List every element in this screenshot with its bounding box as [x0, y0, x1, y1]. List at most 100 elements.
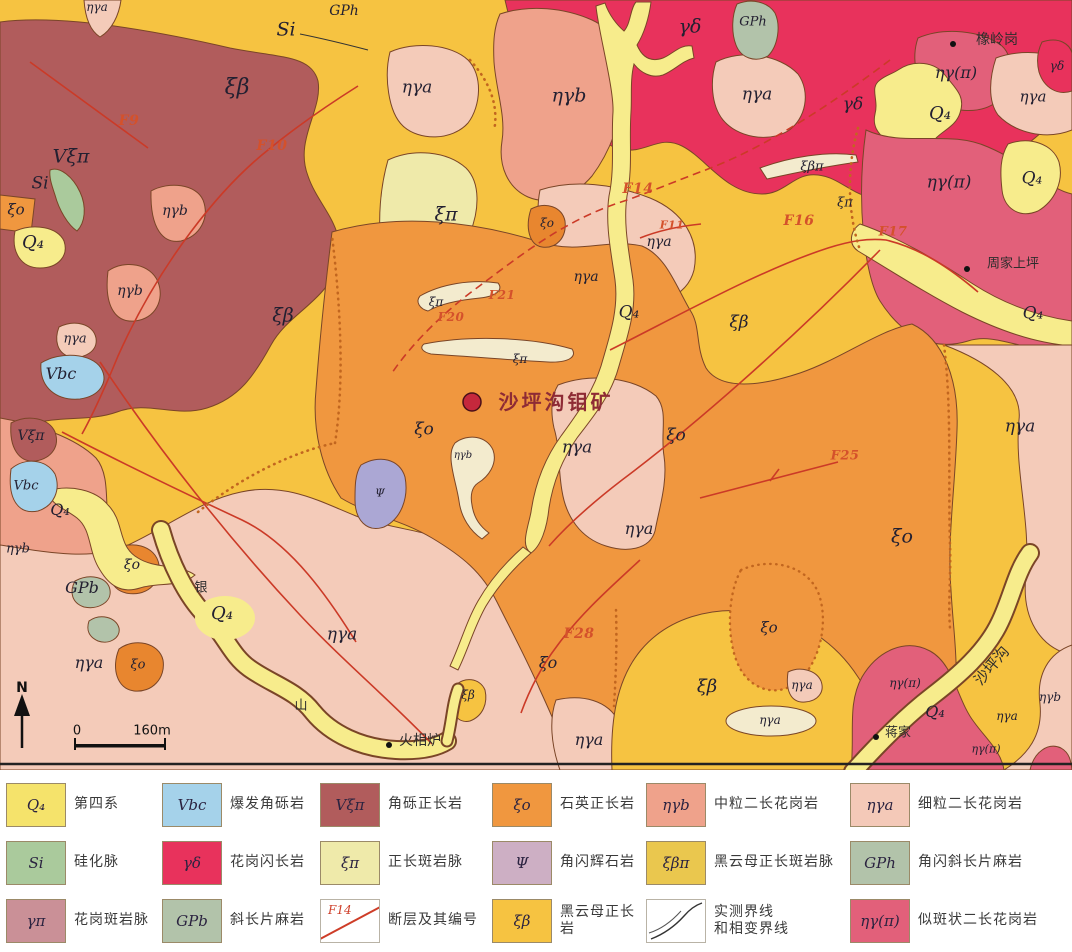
rock-code-label: ηγ(π) — [934, 63, 978, 82]
place-label: 银 — [194, 580, 208, 596]
legend-label: 断层及其编号 — [388, 912, 478, 929]
rock-code-label: ξπ — [434, 203, 458, 226]
rock-code-label: ηγa — [996, 709, 1018, 723]
legend-item: Ψ 角闪辉石岩 — [492, 836, 640, 890]
fault-label: F10 — [256, 138, 288, 154]
legend-item: ξπ 正长斑岩脉 — [320, 836, 486, 890]
rock-code-label: Q₄ — [22, 232, 44, 253]
legend-label: 黑云母正长斑岩脉 — [714, 854, 834, 871]
legend-item: Vbc 爆发角砾岩 — [162, 778, 314, 832]
legend-color-swatch: ηγa — [850, 783, 910, 827]
fault-label: F20 — [437, 310, 465, 324]
rock-code-label: ηγb — [551, 84, 587, 107]
rock-code-label: ηγa — [63, 331, 87, 347]
place-label: 山 — [294, 698, 308, 714]
deposit-marker — [462, 392, 482, 412]
rock-code-label: ηγb — [6, 541, 30, 557]
rock-code-label: ηγ(π) — [889, 676, 921, 690]
rock-code-label: γδ — [842, 94, 864, 115]
rock-code-label: Q₄ — [929, 103, 951, 124]
fault-label: F28 — [563, 626, 595, 642]
fault-label: F17 — [878, 224, 908, 240]
legend-color-swatch: ξβπ — [646, 841, 706, 885]
rock-code-label: ξo — [666, 425, 686, 446]
scale-bar — [74, 738, 166, 750]
rock-code-label: ξβ — [696, 676, 718, 697]
rock-code-label: GPh — [739, 14, 767, 30]
rock-code-label: ξo — [538, 653, 558, 672]
rock-code-label: ξβ — [461, 688, 475, 702]
rock-code-label: ξo — [7, 200, 25, 219]
rock-code-label: ηγa — [573, 269, 599, 285]
rock-code-label: ξβ — [729, 312, 749, 333]
legend-item: Vξπ 角砾正长岩 — [320, 778, 486, 832]
rock-code-label: Vξπ — [52, 145, 90, 168]
rock-code-label: ξo — [540, 216, 554, 230]
rock-code-label: ηγ(π) — [926, 172, 972, 193]
legend-color-swatch: ξπ — [320, 841, 380, 885]
scale-start-label: 0 — [72, 723, 82, 739]
boundary-symbol-swatch — [646, 899, 706, 943]
legend-color-swatch: ηγb — [646, 783, 706, 827]
place-label: 沙坪沟 — [970, 642, 1013, 689]
legend-item: ηγb 中粒二长花岗岩 — [646, 778, 844, 832]
north-label: N — [16, 680, 28, 696]
rock-code-label: Si — [276, 18, 296, 41]
map-art — [0, 0, 1072, 770]
rock-code-label: ξo — [891, 525, 913, 548]
rock-code-label: GPb — [65, 578, 99, 597]
legend-color-swatch: ξβ — [492, 899, 552, 943]
legend-color-swatch: γπ — [6, 899, 66, 943]
place-label: 蒋家 — [884, 725, 912, 741]
fault-label: F14 — [622, 181, 654, 197]
rock-code-label: ηγa — [1004, 416, 1036, 437]
legend-label: 爆发角砾岩 — [230, 796, 305, 813]
legend-label: 硅化脉 — [74, 854, 119, 871]
rock-code-label: ξo — [414, 419, 434, 440]
legend-label: 细粒二长花岗岩 — [918, 796, 1023, 813]
legend-color-swatch: Ψ — [492, 841, 552, 885]
legend-label: 第四系 — [74, 796, 119, 813]
rock-code-label: γδ — [678, 15, 702, 38]
fault-symbol-swatch: F14 — [320, 899, 380, 943]
rock-code-label: ηγa — [86, 0, 108, 14]
geologic-map: ηγa ξβ Si GPh ηγa ηγb γδ GPh ηγa γδ ηγ(π) γδ ηγa Q₄ Vξ… — [0, 0, 1072, 770]
rock-code-label: ηγa — [561, 437, 593, 458]
rock-code-label: ηγb — [453, 450, 473, 461]
rock-code-label: ηγ(π) — [971, 742, 1001, 756]
rock-code-label: ηγa — [646, 234, 672, 250]
deposit-label: 沙坪沟钼矿 — [498, 390, 614, 414]
rock-code-label: ξo — [123, 557, 141, 573]
rock-code-label: ξπ — [512, 352, 528, 366]
north-arrow — [14, 694, 30, 748]
legend-color-swatch: Vbc — [162, 783, 222, 827]
legend-label: 角砾正长岩 — [388, 796, 463, 813]
legend-label: 似斑状二长花岗岩 — [918, 912, 1038, 929]
rock-code-label: Q₄ — [925, 702, 945, 721]
legend-item: γδ 花岗闪长岩 — [162, 836, 314, 890]
rock-code-label: Si — [31, 173, 49, 194]
legend-label: 花岗斑岩脉 — [74, 912, 149, 929]
rock-code-label: ηγa — [791, 678, 813, 692]
rock-code-label: Vξπ — [17, 428, 45, 444]
rock-code-label: ξβπ — [800, 159, 824, 175]
rock-code-label: ηγa — [624, 519, 654, 538]
rock-code-label: Q₄ — [1022, 303, 1044, 324]
rock-code-label: Vbc — [13, 478, 39, 494]
legend-label: 实测界线 和相变界线 — [714, 903, 789, 938]
rock-code-label: ηγa — [759, 713, 781, 727]
rock-code-label: ηγa — [326, 624, 358, 645]
legend-item: 实测界线 和相变界线 — [646, 894, 844, 948]
legend-item: ξo 石英正长岩 — [492, 778, 640, 832]
rock-code-label: ηγa — [741, 84, 773, 105]
rock-code-label: ηγa — [401, 77, 433, 98]
rock-code-label: Q₄ — [50, 500, 70, 519]
rock-code-label: ηγb — [162, 203, 188, 219]
place-label: 橡岭岗 — [976, 32, 1018, 48]
legend-label: 中粒二长花岗岩 — [714, 796, 819, 813]
rock-code-label: ξβ — [224, 75, 250, 100]
legend-item: ξβπ 黑云母正长斑岩脉 — [646, 836, 844, 890]
legend-item: ξβ 黑云母正长岩 — [492, 894, 640, 948]
legend-color-swatch: Q₄ — [6, 783, 66, 827]
